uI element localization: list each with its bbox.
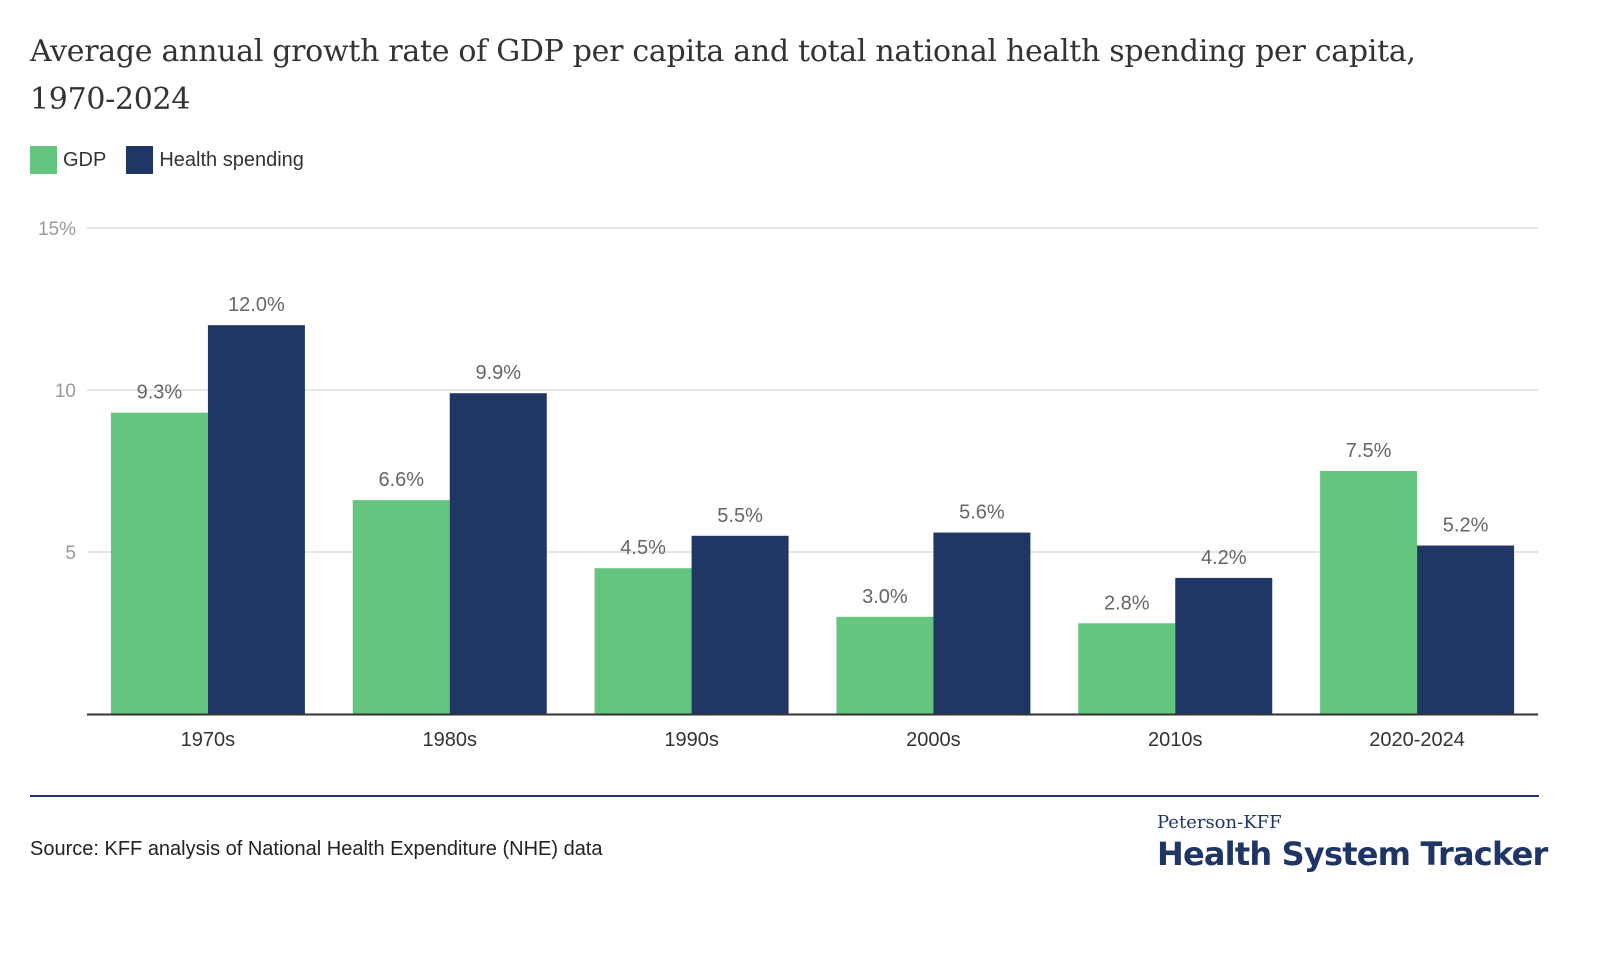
y-tick-label: 5 <box>65 543 76 564</box>
y-tick-label: 15% <box>38 219 76 240</box>
logo[interactable]: Peterson-KFF Health System Tracker <box>1157 812 1548 874</box>
data-label: 9.9% <box>475 362 521 384</box>
bar-gdp[interactable] <box>1078 623 1176 714</box>
bar-gdp[interactable] <box>110 412 208 714</box>
x-axis: 1970s 1980s 1990s 2000s 2010s 2020-2024 <box>87 713 1538 751</box>
data-label: 5.2% <box>1443 515 1489 537</box>
bar-health-spending[interactable] <box>691 535 789 714</box>
logo-top-text: Peterson-KFF <box>1157 812 1282 833</box>
logo-main-text: Health System Tracker <box>1157 835 1548 873</box>
chart-title-line-2: 1970-2024 <box>30 82 191 117</box>
data-label: 4.2% <box>1201 547 1247 569</box>
data-label: 4.5% <box>620 537 666 559</box>
bars <box>110 325 1515 714</box>
x-tick-label: 1980s <box>423 729 478 751</box>
chart-title-line-1: Average annual growth rate of GDP per ca… <box>30 34 1416 69</box>
x-tick-label: 1970s <box>181 729 236 751</box>
bar-health-spending[interactable] <box>1175 577 1273 714</box>
data-label: 5.6% <box>959 502 1005 524</box>
legend-swatch-gdp <box>30 146 57 174</box>
data-label: 2.8% <box>1104 592 1150 614</box>
x-tick-label: 2020-2024 <box>1369 729 1465 751</box>
data-label: 3.0% <box>862 586 908 608</box>
data-labels: 9.3% 12.0% 6.6% 9.9% 4.5% 5.5% 3.0% 5.6% 2.8% 4.2… <box>137 294 1489 614</box>
chart-title: Average annual growth rate of GDP per ca… <box>30 28 1570 124</box>
bar-gdp[interactable] <box>836 616 934 714</box>
bar-gdp[interactable] <box>1320 471 1418 714</box>
legend-swatch-health-spending <box>126 146 154 174</box>
legend-item-gdp[interactable]: GDP <box>30 146 106 174</box>
data-label: 12.0% <box>228 294 285 316</box>
data-label: 5.5% <box>717 505 763 527</box>
y-axis: 5 10 15% <box>38 219 76 564</box>
legend: GDP Health spending <box>30 146 324 174</box>
data-label: 9.3% <box>137 382 183 404</box>
x-tick-label: 1990s <box>664 729 719 751</box>
gridlines <box>87 227 1538 553</box>
legend-item-health-spending[interactable]: Health spending <box>126 146 304 174</box>
legend-label-gdp: GDP <box>63 148 107 171</box>
data-label: 7.5% <box>1346 440 1392 462</box>
bar-health-spending[interactable] <box>207 325 305 714</box>
data-label: 6.6% <box>378 469 424 491</box>
x-tick-label: 2000s <box>906 729 961 751</box>
x-tick-label: 2010s <box>1148 729 1203 751</box>
bar-health-spending[interactable] <box>1417 545 1515 714</box>
footer-divider <box>30 795 1539 797</box>
legend-label-health-spending: Health spending <box>159 148 304 171</box>
source-note: Source: KFF analysis of National Health … <box>30 838 603 860</box>
bar-chart: 5 10 15% 9.3% 12.0% 6.6% 9.9% 4.5% 5.5% 3.0% 5.6%… <box>38 219 1538 751</box>
bar-health-spending[interactable] <box>933 532 1031 714</box>
bar-gdp[interactable] <box>352 500 450 714</box>
bar-gdp[interactable] <box>594 568 692 714</box>
bar-health-spending[interactable] <box>449 393 547 714</box>
y-tick-label: 10 <box>55 381 76 402</box>
